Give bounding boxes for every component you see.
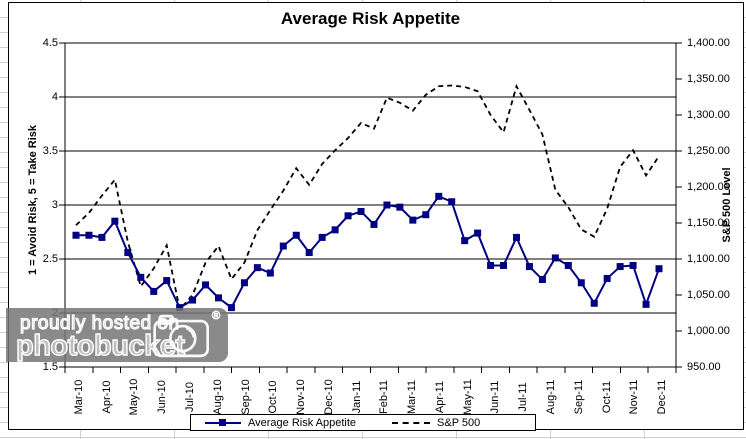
- month-label: Feb-11: [378, 379, 391, 415]
- month-label: Nov-11: [628, 379, 641, 415]
- data-point-marker: [435, 192, 443, 200]
- right-axis-tick-label: 1,300.00: [687, 109, 730, 121]
- left-axis-tick-label: 4.5: [42, 37, 58, 49]
- data-point-marker: [150, 287, 158, 295]
- right-axis-title: S&P 500 Level: [721, 167, 733, 243]
- data-point-marker: [500, 261, 508, 269]
- data-point-marker: [603, 274, 611, 282]
- data-point-marker: [461, 237, 469, 245]
- data-point-marker: [642, 300, 650, 308]
- right-axis-tick-label: 1,000.00: [687, 325, 730, 337]
- legend-line-sample-risk-appetite: [205, 418, 241, 426]
- data-point-marker: [305, 249, 313, 257]
- right-axis-tick-label: 1,400.00: [687, 37, 730, 49]
- month-label: Nov-10: [295, 379, 308, 415]
- data-point-marker: [292, 231, 300, 239]
- left-axis-tick-label: 2.5: [42, 253, 58, 265]
- left-axis-tick-label: 1.5: [42, 361, 58, 373]
- data-point-marker: [616, 263, 624, 271]
- data-point-marker: [266, 269, 274, 277]
- photobucket-watermark: proudly hosted on photobucket ®: [6, 308, 228, 363]
- data-point-marker: [655, 265, 663, 273]
- data-point-marker: [318, 233, 326, 241]
- left-axis-tick-label: 3: [51, 199, 58, 211]
- right-axis-tick-label: 1,100.00: [687, 253, 730, 265]
- data-point-marker: [331, 226, 339, 234]
- data-point-marker: [409, 216, 417, 224]
- legend-label-sp500: S&P 500: [437, 416, 481, 429]
- data-point-marker: [227, 304, 235, 312]
- data-point-marker: [111, 217, 119, 225]
- left-axis-tick-label: 4: [51, 91, 58, 103]
- data-point-marker: [383, 201, 391, 209]
- data-point-marker: [98, 233, 106, 241]
- watermark-brand: photobucket: [15, 329, 185, 362]
- month-label: Jan-11: [350, 380, 363, 414]
- right-axis-tick-label: 1,200.00: [687, 181, 730, 193]
- month-label: Oct-11: [600, 380, 613, 414]
- legend-label-risk-appetite: Average Risk Appetite: [248, 416, 357, 429]
- camera-icon: [153, 314, 210, 358]
- square-marker-icon: [219, 418, 226, 426]
- data-point-marker: [189, 296, 197, 304]
- data-point-marker: [590, 299, 598, 307]
- data-point-marker: [344, 212, 352, 220]
- data-point-marker: [551, 254, 559, 262]
- data-point-marker: [279, 242, 287, 250]
- data-point-marker: [629, 261, 637, 269]
- right-axis-tick-label: 1,050.00: [687, 289, 730, 301]
- data-point-marker: [538, 276, 546, 284]
- month-label: May-11: [461, 379, 474, 415]
- data-point-marker: [85, 231, 93, 239]
- data-point-marker: [124, 249, 132, 257]
- month-label: Mar-10: [72, 379, 85, 415]
- right-axis-tick-label: 1,250.00: [687, 145, 730, 157]
- right-axis-tick-label: 950.00: [687, 361, 721, 373]
- data-point-marker: [396, 203, 404, 211]
- month-label: Sep-10: [239, 379, 252, 415]
- data-point-marker: [474, 229, 482, 237]
- month-label: Dec-10: [322, 379, 335, 415]
- month-label: Aug-11: [545, 379, 558, 415]
- month-label: Jul-10: [183, 382, 196, 412]
- data-point-marker: [240, 279, 248, 287]
- data-point-marker: [422, 211, 430, 219]
- data-point-marker: [72, 231, 80, 239]
- month-label: Aug-10: [211, 379, 224, 415]
- data-point-marker: [357, 207, 365, 215]
- data-point-marker: [487, 261, 495, 269]
- month-label: Mar-11: [406, 379, 419, 415]
- data-point-marker: [253, 264, 261, 272]
- data-point-marker: [577, 279, 585, 287]
- legend: Average Risk Appetite S&P 500: [190, 414, 536, 431]
- data-point-marker: [370, 220, 378, 228]
- month-label: May-10: [128, 378, 141, 416]
- month-label: Apr-10: [100, 380, 113, 414]
- month-label: Jun-11: [489, 380, 502, 414]
- data-point-marker: [448, 198, 456, 206]
- data-point-marker: [137, 273, 145, 281]
- month-label: Jul-11: [517, 382, 530, 412]
- watermark-tagline: proudly hosted on: [19, 312, 180, 334]
- month-label: Jun-10: [156, 380, 169, 414]
- data-point-marker: [525, 263, 533, 271]
- left-axis-tick-label: 3.5: [42, 145, 58, 157]
- registered-trademark-icon: ®: [212, 310, 221, 323]
- data-point-marker: [163, 277, 171, 285]
- chart-title: Average Risk Appetite: [280, 9, 461, 28]
- month-label: Oct-10: [267, 380, 280, 414]
- month-label: Dec-11: [656, 379, 669, 415]
- data-point-marker: [564, 261, 572, 269]
- data-point-marker: [176, 304, 184, 312]
- right-axis-tick-label: 1,350.00: [687, 73, 730, 85]
- data-point-marker: [202, 281, 210, 289]
- right-axis-tick-label: 1,150.00: [687, 217, 730, 229]
- data-point-marker: [215, 294, 223, 302]
- month-label: Sep-11: [572, 379, 585, 415]
- month-label: Apr-11: [433, 380, 446, 414]
- data-point-marker: [512, 233, 520, 241]
- legend-line-sample-sp500: [392, 421, 431, 424]
